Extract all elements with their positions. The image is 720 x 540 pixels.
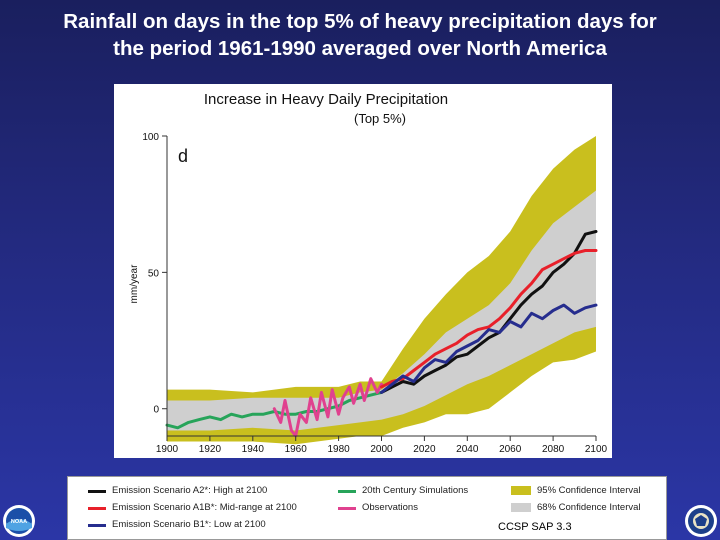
legend-swatch-20c <box>338 490 356 493</box>
y-tick-label: 0 <box>153 405 159 416</box>
series-line-emission-scenario-a2-high-at-2100 <box>380 230 598 394</box>
x-tick-label: 2100 <box>585 444 608 455</box>
legend-label-obs: Observations <box>362 502 418 513</box>
legend-swatch-b1 <box>88 524 106 527</box>
chart-subtitle: (Top 5%) <box>354 111 406 126</box>
noaa-logo-text: NOAA <box>11 519 27 525</box>
x-tick-label: 2000 <box>370 444 393 455</box>
y-tick-label: 50 <box>148 268 160 279</box>
plot-area: 1900 1920 1940 1960 1980 2000 2020 2040 2060 2080… <box>142 132 607 455</box>
chart-title: Increase in Heavy Daily Precipitation <box>204 91 448 108</box>
legend-swatch-obs <box>338 507 356 510</box>
series-line-emission-scenario-a1b-mid-range-at-2100 <box>380 249 598 389</box>
y-axis-label: mm/year <box>129 264 140 304</box>
x-tick-label: 1940 <box>242 444 265 455</box>
legend-swatch-a2 <box>88 490 106 493</box>
legend-label-a1b: Emission Scenario A1B*: Mid-range at 210… <box>112 502 297 513</box>
slide-title: Rainfall on days in the top 5% of heavy … <box>0 8 720 62</box>
x-tick-label: 2060 <box>499 444 522 455</box>
confidence-band-68 <box>167 190 596 431</box>
x-tick-label: 2020 <box>413 444 436 455</box>
slide-title-line-2: the period 1961-1990 averaged over North… <box>113 37 607 60</box>
panel-label: d <box>178 146 188 166</box>
legend-swatch-a1b <box>88 507 106 510</box>
slide-title-line-1: Rainfall on days in the top 5% of heavy … <box>63 10 657 33</box>
legend-label-ci68: 68% Confidence Interval <box>537 502 641 513</box>
x-tick-label: 1980 <box>327 444 350 455</box>
x-tick-label: 2080 <box>542 444 565 455</box>
y-tick-label: 100 <box>142 132 159 143</box>
legend-label-a2: Emission Scenario A2*: High at 2100 <box>112 485 268 496</box>
precipitation-chart: Increase in Heavy Daily Precipitation (T… <box>129 91 608 455</box>
legend-panel: Emission Scenario A2*: High at 2100 Emis… <box>67 476 667 540</box>
legend-swatch-ci95 <box>511 486 531 495</box>
series-line-emission-scenario-b1-low-at-2100 <box>380 303 598 394</box>
legend-swatch-ci68 <box>511 503 531 512</box>
legend-label-20c: 20th Century Simulations <box>362 485 469 496</box>
dept-of-commerce-seal-icon <box>685 505 717 537</box>
noaa-logo-icon: NOAA <box>3 505 35 537</box>
x-tick-label: 1960 <box>285 444 308 455</box>
x-tick-label: 1900 <box>156 444 179 455</box>
x-tick-label: 1920 <box>199 444 222 455</box>
legend-label-b1: Emission Scenario B1*: Low at 2100 <box>112 519 266 530</box>
chart-panel: Increase in Heavy Daily Precipitation (T… <box>114 84 612 458</box>
series-line-observations <box>272 377 383 438</box>
credit-text: CCSP SAP 3.3 <box>498 521 572 533</box>
x-tick-label: 2040 <box>456 444 479 455</box>
legend-label-ci95: 95% Confidence Interval <box>537 485 641 496</box>
